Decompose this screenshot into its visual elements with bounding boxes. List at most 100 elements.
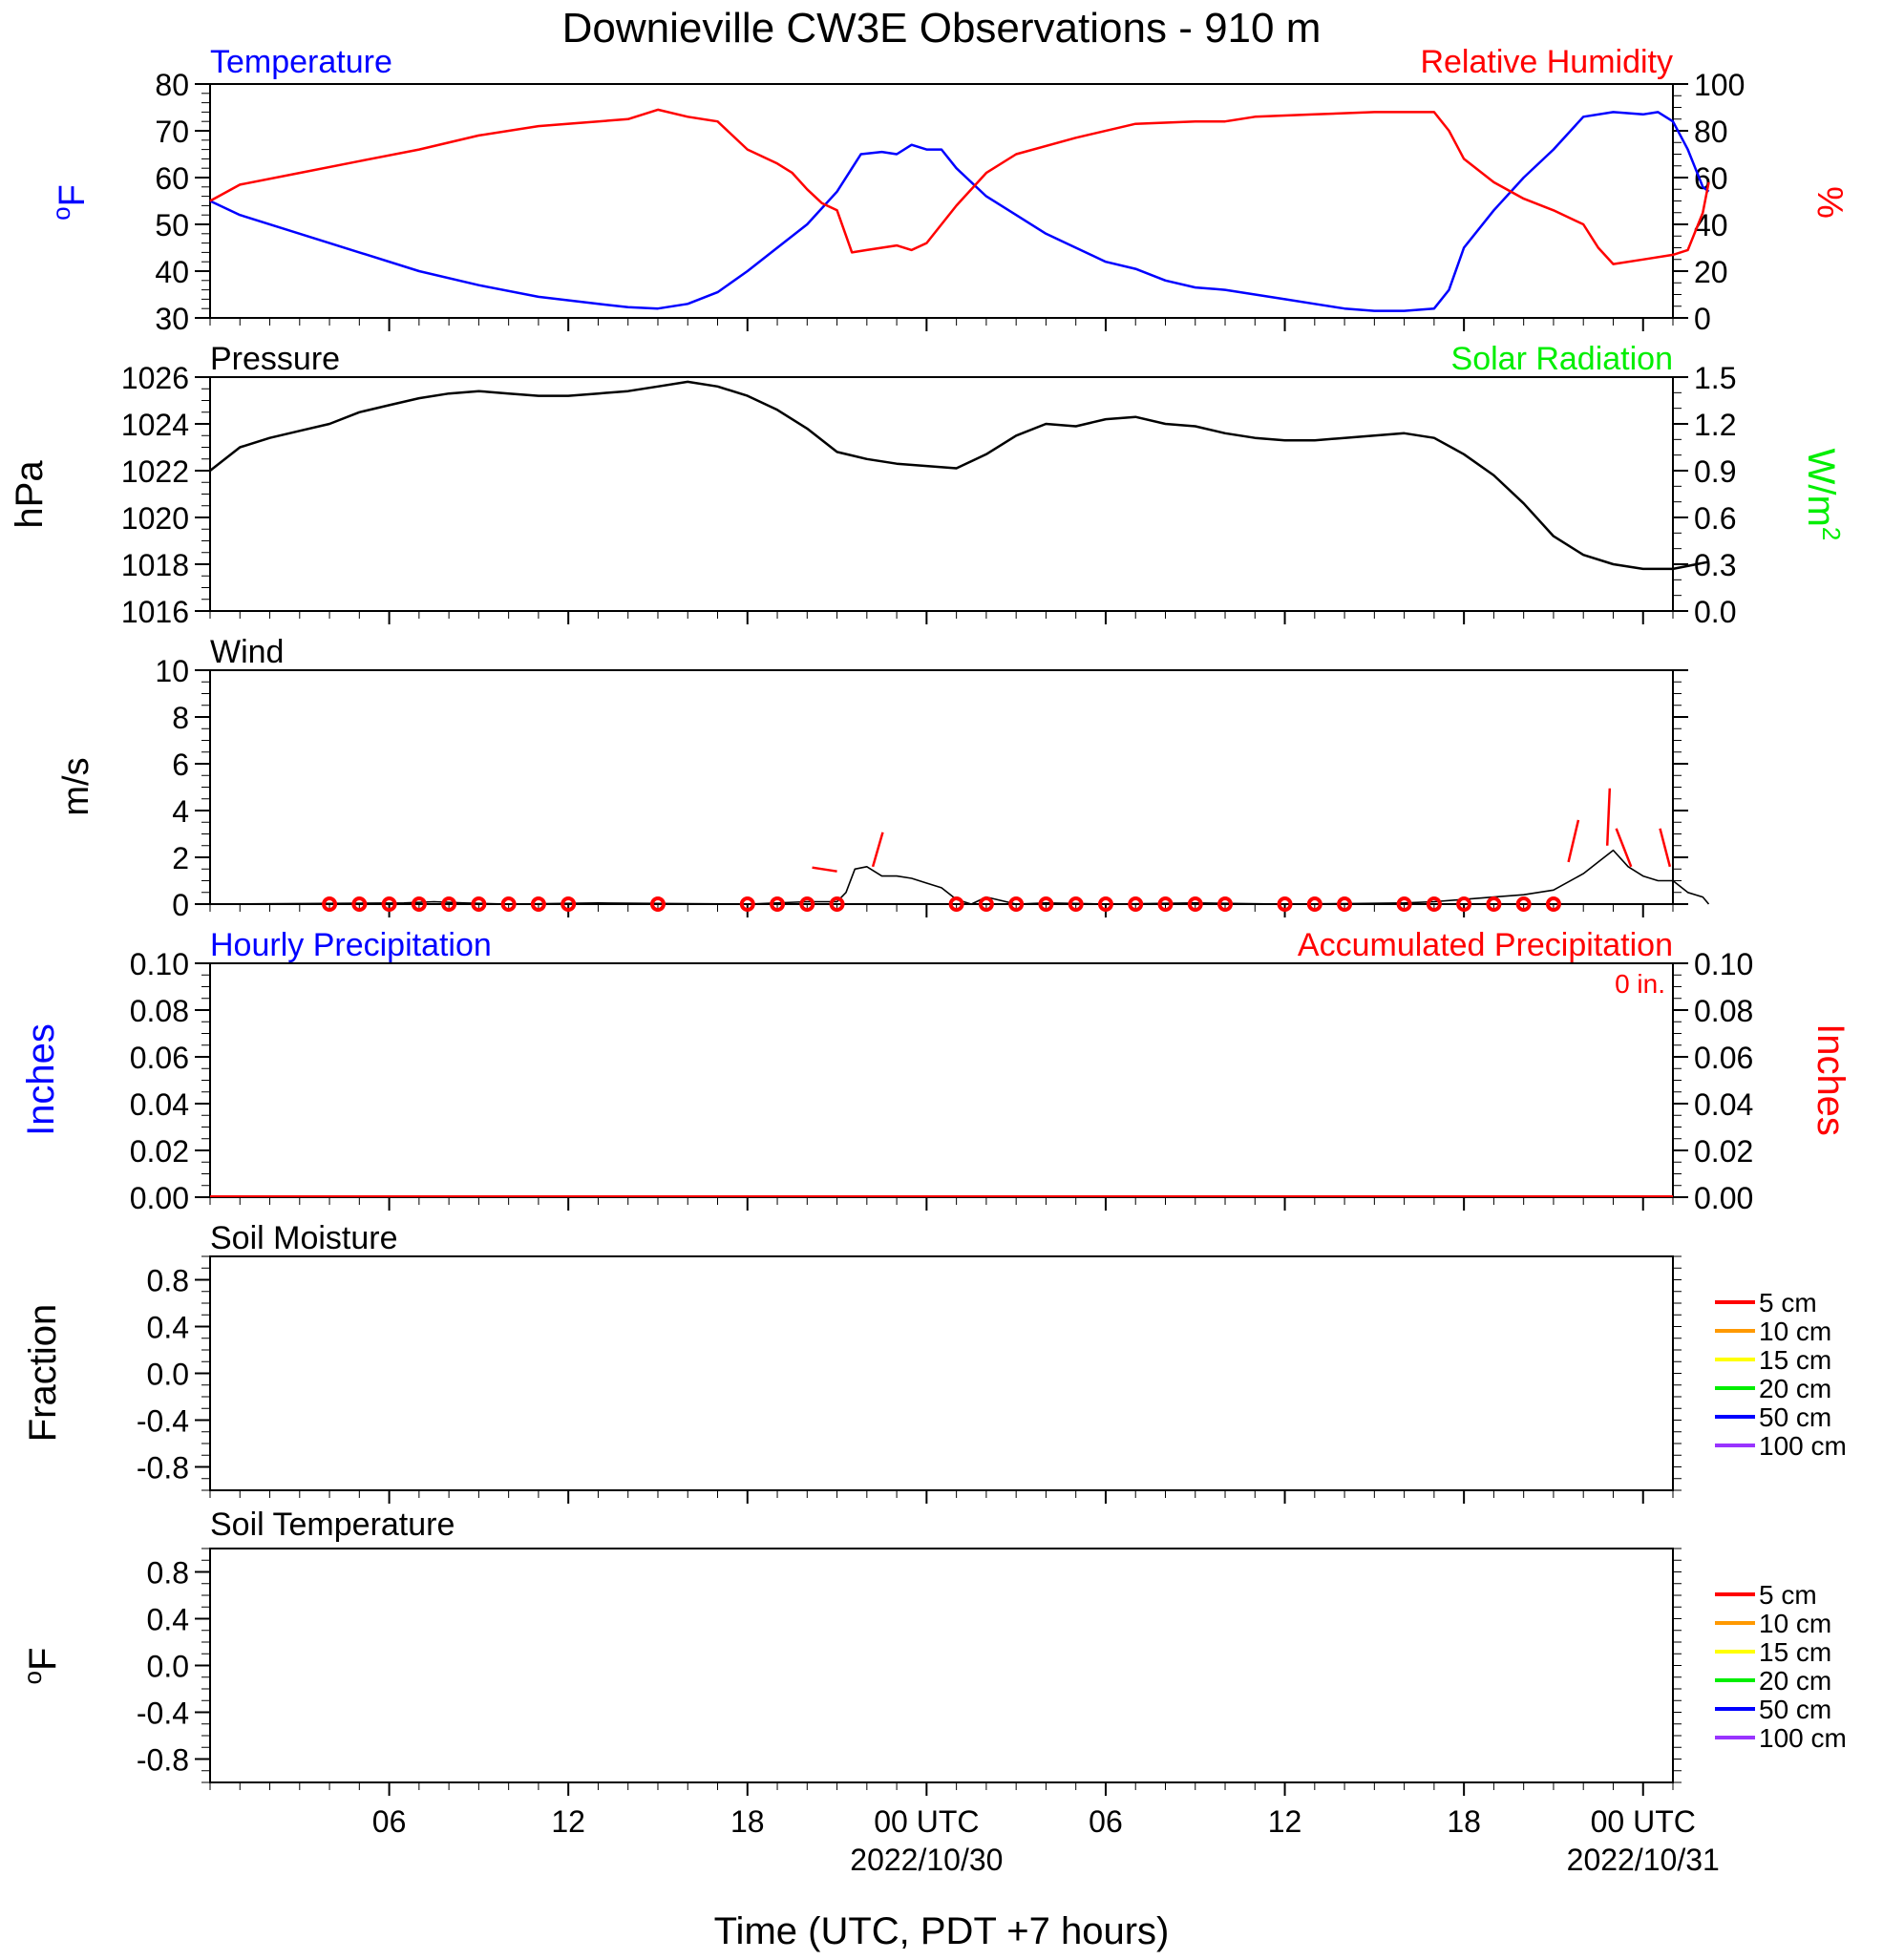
wind-series bbox=[209, 788, 1710, 912]
calm-wind-circle bbox=[1515, 896, 1532, 912]
x-tick-label: 18 bbox=[730, 1804, 765, 1839]
humidity-line bbox=[209, 108, 1710, 265]
temperature-unit: oF bbox=[47, 184, 93, 221]
y-tick-label: 50 bbox=[155, 208, 189, 242]
soil-moisture-right-ticks bbox=[1673, 1255, 1682, 1491]
solar-title: Solar Radiation bbox=[1451, 341, 1673, 377]
calm-wind-circle bbox=[411, 896, 427, 912]
y-tick-label: 0.06 bbox=[1694, 1041, 1753, 1075]
temperature-line bbox=[209, 111, 1710, 312]
y-tick-label: 0.8 bbox=[147, 1556, 189, 1591]
y-tick-label: -0.8 bbox=[137, 1451, 189, 1486]
y-tick-label: 60 bbox=[155, 161, 189, 196]
x-tick-label: 12 bbox=[1268, 1804, 1302, 1839]
calm-wind-circle bbox=[1217, 896, 1234, 912]
calm-wind-circle bbox=[1277, 896, 1293, 912]
pressure-unit: hPa bbox=[9, 460, 51, 529]
wind-barb bbox=[1605, 788, 1612, 846]
y-tick-label: 1016 bbox=[121, 595, 189, 629]
humidity-title: Relative Humidity bbox=[1420, 44, 1673, 80]
calm-wind-circle bbox=[530, 896, 546, 912]
legend-label: 5 cm bbox=[1759, 1288, 1817, 1317]
y-tick-label: -0.8 bbox=[137, 1743, 189, 1778]
calm-wind-circle bbox=[1426, 896, 1442, 912]
calm-wind-circle bbox=[829, 896, 845, 912]
calm-wind-circle bbox=[351, 896, 368, 912]
y-tick-label: 2 bbox=[172, 841, 189, 875]
y-tick-label: 0.00 bbox=[130, 1181, 189, 1215]
wind-right-ticks bbox=[1673, 669, 1688, 905]
calm-wind-circle bbox=[500, 896, 517, 912]
precip-x-ticks bbox=[209, 1197, 1674, 1211]
calm-wind-circle bbox=[1097, 896, 1113, 912]
pressure-axis: 1016 1018 1020 1022 1024 1026 bbox=[121, 361, 210, 629]
calm-wind-circle bbox=[1038, 896, 1054, 912]
calm-wind-circle bbox=[471, 896, 487, 912]
y-tick-label: 0.9 bbox=[1694, 454, 1736, 489]
legend-label: 20 cm bbox=[1759, 1666, 1831, 1696]
y-tick-label: 20 bbox=[1694, 255, 1728, 289]
y-tick-label: 1022 bbox=[121, 454, 189, 489]
legend-label: 20 cm bbox=[1759, 1374, 1831, 1403]
legend-label: 10 cm bbox=[1759, 1317, 1831, 1346]
x-axis-label: Time (UTC, PDT +7 hours) bbox=[714, 1910, 1170, 1952]
accumulated-precip-title: Accumulated Precipitation bbox=[1298, 927, 1673, 963]
y-tick-label: 1020 bbox=[121, 501, 189, 536]
calm-wind-circle bbox=[381, 896, 397, 912]
y-tick-label: 0.06 bbox=[130, 1041, 189, 1075]
calm-wind-circle bbox=[1545, 896, 1561, 912]
legend-label: 10 cm bbox=[1759, 1609, 1831, 1638]
wind-title: Wind bbox=[210, 634, 284, 670]
calm-wind-circle bbox=[1157, 896, 1174, 912]
legend-label: 15 cm bbox=[1759, 1637, 1831, 1667]
pressure-title: Pressure bbox=[210, 341, 340, 377]
y-tick-label: 8 bbox=[172, 701, 189, 735]
y-tick-label: 0.0 bbox=[147, 1358, 189, 1392]
time-axis-labels: 06 12 18 00 UTC 2022/10/30 06 12 18 00 UTC 2022/1… bbox=[372, 1804, 1720, 1877]
legend-label: 100 cm bbox=[1759, 1723, 1847, 1753]
soil-moisture-title: Soil Moisture bbox=[210, 1220, 398, 1256]
calm-wind-circle bbox=[1008, 896, 1025, 912]
calm-wind-circle bbox=[739, 896, 755, 912]
wind-x-ticks bbox=[209, 904, 1674, 917]
y-tick-label: 70 bbox=[155, 115, 189, 149]
calm-wind-circle bbox=[770, 896, 786, 912]
y-tick-label: 0.0 bbox=[1694, 595, 1736, 629]
y-tick-label: 0.0 bbox=[147, 1650, 189, 1684]
precip-panel: Hourly Precipitation Accumulated Precipi… bbox=[20, 927, 1851, 1215]
temp-rh-panel: Temperature Relative Humidity oF % 30 40 5… bbox=[47, 44, 1850, 336]
soil-moisture-panel: Soil Moisture Fraction -0.8 -0.4 0.0 0.4 0.8… bbox=[22, 1220, 1847, 1504]
y-tick-label: 30 bbox=[155, 302, 189, 336]
legend-label: 50 cm bbox=[1759, 1402, 1831, 1432]
calm-wind-circle bbox=[441, 896, 457, 912]
soil-temperature-right-ticks bbox=[1673, 1548, 1682, 1783]
soil-temperature-frame bbox=[209, 1548, 1674, 1783]
y-tick-label: 0.02 bbox=[130, 1134, 189, 1169]
y-tick-label: 0 bbox=[172, 888, 189, 922]
y-tick-label: 1024 bbox=[121, 408, 189, 442]
x-tick-label: 18 bbox=[1447, 1804, 1481, 1839]
wind-unit: m/s bbox=[56, 757, 96, 815]
solar-unit: W/m2 bbox=[1800, 449, 1846, 541]
pressure-line bbox=[209, 380, 1709, 571]
y-tick-label: 1026 bbox=[121, 361, 189, 395]
calm-wind-circle bbox=[1396, 896, 1412, 912]
y-tick-label: 0.04 bbox=[1694, 1087, 1753, 1122]
y-tick-label: 0.10 bbox=[130, 947, 189, 981]
solar-axis: 0.0 0.3 0.6 0.9 1.2 1.5 bbox=[1673, 361, 1736, 629]
y-tick-label: 0.3 bbox=[1694, 548, 1736, 582]
temperature-axis: 30 40 50 60 70 80 bbox=[155, 68, 210, 336]
y-tick-label: 0.10 bbox=[1694, 947, 1753, 981]
y-tick-label: 1018 bbox=[121, 548, 189, 582]
calm-wind-circle bbox=[649, 896, 666, 912]
soil-temperature-axis: -0.8 -0.4 0.0 0.4 0.8 bbox=[137, 1548, 210, 1783]
y-tick-label: 0.02 bbox=[1694, 1134, 1753, 1169]
wind-barb bbox=[1659, 828, 1672, 868]
calm-wind-circle bbox=[1068, 896, 1084, 912]
accumulated-precip-unit: Inches bbox=[1809, 1023, 1851, 1136]
soil-temperature-unit: oF bbox=[18, 1648, 64, 1685]
wind-axis: 0 2 4 6 8 10 bbox=[155, 654, 210, 922]
y-tick-label: 80 bbox=[155, 68, 189, 102]
